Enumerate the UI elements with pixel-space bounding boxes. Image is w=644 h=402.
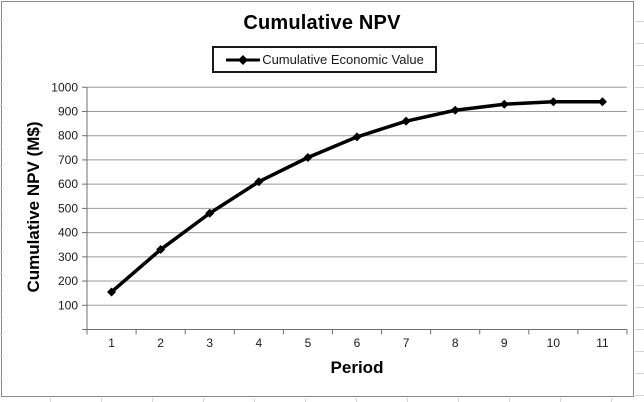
- data-point-marker[interactable]: [499, 99, 509, 109]
- data-point-marker[interactable]: [205, 208, 215, 218]
- x-tick-label: 2: [157, 336, 164, 350]
- x-tick-label: 10: [547, 336, 561, 350]
- legend-series-marker-icon: [226, 54, 261, 65]
- data-point-marker[interactable]: [352, 132, 362, 142]
- y-tick-label: 900: [58, 104, 78, 118]
- series-line[interactable]: [109, 100, 605, 294]
- spreadsheet-gridline-stubs-right: [635, 0, 644, 396]
- x-tick-label: 3: [206, 336, 213, 350]
- y-tick-label: 500: [58, 201, 78, 215]
- x-tick-label: 9: [501, 336, 508, 350]
- y-tick-label: 300: [58, 250, 78, 264]
- x-tick-label: 1: [108, 336, 115, 350]
- legend[interactable]: Cumulative Economic Value: [212, 46, 437, 73]
- x-tick-label: 11: [596, 336, 609, 350]
- y-tick-label: 700: [58, 153, 78, 167]
- data-point-marker[interactable]: [548, 97, 558, 107]
- y-tick-label: 200: [58, 274, 78, 288]
- data-point-marker[interactable]: [401, 116, 411, 126]
- x-tick-label: 4: [255, 336, 262, 350]
- y-tick-label: 800: [58, 129, 78, 143]
- x-tick-label: 6: [354, 336, 361, 350]
- data-point-marker[interactable]: [156, 245, 166, 255]
- spreadsheet-gridline-stubs-bottom: [0, 398, 644, 402]
- spreadsheet-gridline-stubs-left: [0, 0, 2, 396]
- data-point-marker[interactable]: [254, 177, 264, 187]
- chart-title: Cumulative NPV: [243, 12, 401, 34]
- data-point-marker[interactable]: [107, 287, 117, 297]
- y-tick-label: 600: [58, 177, 78, 191]
- y-tick-label: 100: [58, 298, 78, 312]
- y-tick-label: 1000: [51, 80, 78, 94]
- data-point-marker[interactable]: [303, 153, 313, 163]
- x-tick-label: 8: [452, 336, 459, 350]
- x-tick-label: 7: [403, 336, 410, 350]
- data-point-marker[interactable]: [450, 105, 460, 115]
- x-axis-title: Period: [330, 358, 384, 377]
- legend-series-label: Cumulative Economic Value: [262, 52, 424, 67]
- y-tick-label: 400: [58, 226, 78, 240]
- data-point-marker[interactable]: [597, 97, 607, 107]
- x-tick-label: 5: [305, 336, 312, 350]
